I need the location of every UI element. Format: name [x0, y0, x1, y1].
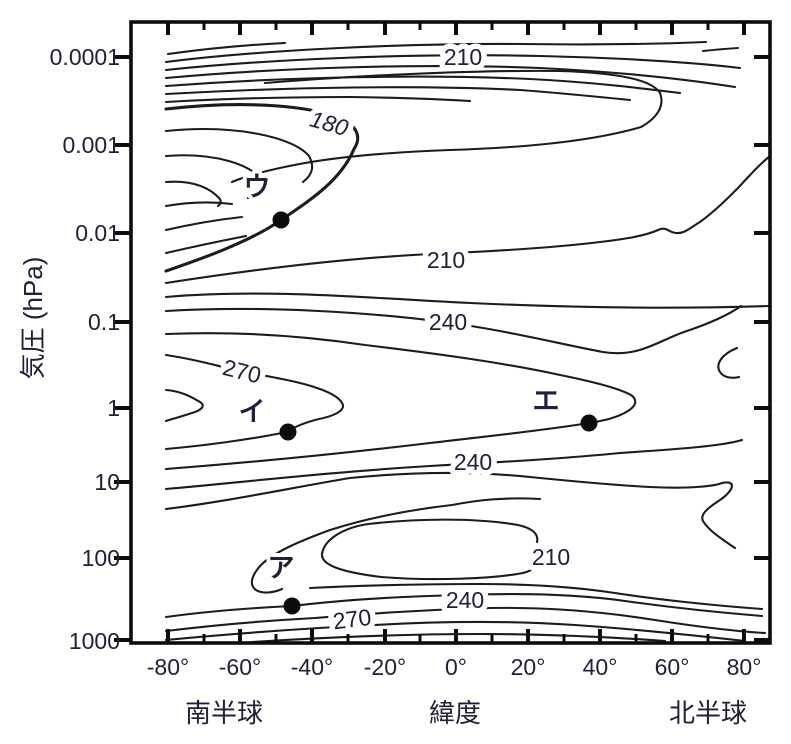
contour-line-240-upper	[164, 304, 743, 355]
x-axis-ticks	[166, 629, 746, 643]
y-axis-ticks-right	[754, 55, 770, 642]
x-tick-label: 80°	[727, 654, 762, 680]
contour-line	[250, 632, 667, 644]
contour-line-240-bottom	[164, 593, 764, 619]
x-tick-label: -20°	[364, 654, 406, 680]
y-tick-label: 0.0001	[50, 44, 120, 70]
contour-line	[230, 69, 663, 184]
contour-line	[717, 346, 741, 379]
hemisphere-label-north: 北半球	[669, 698, 747, 728]
x-tick-label: 60°	[655, 654, 690, 680]
point-dot-a	[283, 597, 301, 615]
x-tick-label: -60°	[219, 654, 261, 680]
contour-line	[701, 46, 740, 53]
y-tick-label: 10	[94, 469, 120, 495]
x-axis-ticks-top	[166, 22, 746, 35]
x-tick-label: 20°	[511, 654, 546, 680]
point-label-i: イ	[239, 397, 266, 427]
contour-label-270-bottom: 270	[331, 604, 372, 634]
contour-line	[164, 388, 204, 423]
y-tick-label: 0.1	[88, 309, 120, 335]
contour-label-240-upper: 240	[429, 309, 467, 335]
contour-line	[164, 54, 742, 72]
contour-line-240-lower	[164, 438, 744, 491]
hemisphere-label-south: 南半球	[185, 698, 263, 728]
contour-line-270-bottom	[164, 606, 767, 635]
contour-label-270-upper: 270	[220, 354, 264, 389]
contour-lines	[164, 40, 772, 644]
x-axis-title: 緯度	[429, 698, 481, 728]
x-tick-label: -40°	[291, 654, 333, 680]
y-axis-labels: 0.0001 0.001 0.01 0.1 1 10 100 1000	[50, 44, 120, 654]
x-tick-label: 0°	[445, 654, 467, 680]
y-tick-label: 1	[107, 395, 120, 421]
contour-line	[164, 234, 248, 255]
contour-line	[164, 95, 472, 104]
point-dot-u	[272, 211, 290, 229]
contour-line	[164, 75, 682, 95]
y-tick-label: 100	[82, 545, 120, 571]
x-axis-minor-ticks-top	[202, 22, 710, 30]
y-axis-ticks	[114, 55, 131, 642]
contour-value-labels: 210 180 210 240 270 240 210 240 270	[215, 39, 576, 640]
point-dot-e	[580, 414, 598, 432]
contour-line	[164, 128, 314, 184]
marked-points: ウ イ エ ア	[235, 168, 598, 615]
contour-label-210-mid: 210	[427, 247, 465, 273]
y-tick-label: 0.01	[75, 220, 120, 246]
contour-line	[164, 292, 770, 309]
contour-line-210-mid	[164, 154, 772, 285]
contour-line	[164, 471, 737, 550]
contour-line	[164, 154, 263, 200]
contour-line	[164, 215, 244, 232]
contour-line	[308, 582, 764, 611]
y-tick-label: 0.001	[62, 132, 120, 158]
contour-line-wedge	[164, 332, 637, 471]
contour-label-180: 180	[307, 106, 351, 142]
contour-line	[164, 86, 632, 102]
contour-line	[164, 620, 747, 643]
point-dot-i	[279, 423, 297, 441]
y-tick-label: 1000	[69, 628, 120, 654]
contour-line	[164, 201, 234, 208]
axis-ticks	[114, 22, 770, 643]
plot-frame	[129, 20, 772, 645]
contour-label-210-top: 210	[444, 44, 482, 70]
point-label-e: エ	[533, 386, 560, 416]
contour-line-a-hook	[250, 497, 542, 594]
x-tick-label: 40°	[583, 654, 618, 680]
point-label-u: ウ	[244, 172, 271, 202]
contour-line-270-upper	[164, 353, 345, 451]
y-axis-title: 気圧 (hPa)	[18, 257, 48, 380]
point-label-a: ア	[268, 553, 295, 583]
contour-label-240-bottom: 240	[446, 587, 484, 613]
contour-line-210-oval	[320, 518, 539, 581]
contour-line	[164, 40, 708, 64]
x-tick-label: -80°	[147, 654, 189, 680]
x-axis-minor-ticks	[202, 634, 710, 643]
x-axis-labels: -80° -60° -40° -20° 0° 20° 40° 60° 80°	[147, 654, 762, 680]
contour-label-210-bottom: 210	[532, 544, 570, 570]
contour-line	[164, 64, 737, 89]
contour-label-240-mid: 240	[454, 449, 492, 475]
contour-line	[166, 41, 287, 56]
contour-line-180	[164, 103, 360, 273]
contour-line	[164, 180, 222, 208]
